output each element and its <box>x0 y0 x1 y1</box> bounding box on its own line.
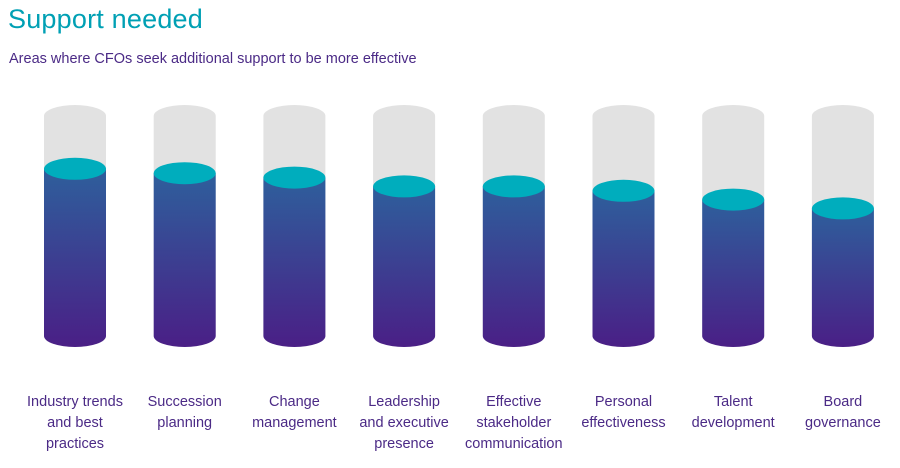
bar-fill <box>44 168 106 347</box>
bar-leadership-and-executive-presence: 34% Leadership and executive presence <box>359 105 449 452</box>
category-label-line: and best <box>47 415 103 431</box>
bar-cap <box>592 179 655 202</box>
bar-fill <box>373 186 436 347</box>
value-label: 33% <box>606 345 640 364</box>
bar-cap <box>263 166 326 189</box>
bar-succession-planning: 37% Succession planning <box>148 105 222 431</box>
bar-board-governance: 29% Board governance <box>805 105 881 431</box>
category-label: Industry trends and best practices <box>27 394 123 452</box>
bar-talent-development: 31% Talent development <box>692 105 775 431</box>
category-label-line: effectiveness <box>581 415 665 431</box>
bar-cap <box>811 197 874 220</box>
category-label-line: Leadership <box>368 394 440 410</box>
bar-effective-stakeholder-communication: 34% Effective stakeholder communication <box>465 105 563 452</box>
value-label: 34% <box>387 345 421 364</box>
category-label-line: Succession <box>148 394 222 410</box>
bar-fill <box>482 186 545 347</box>
category-label-line: planning <box>157 415 212 431</box>
value-label: 38% <box>58 345 92 364</box>
category-label-line: stakeholder <box>476 415 551 431</box>
bar-cap <box>153 162 216 185</box>
bar-cap <box>702 188 765 211</box>
category-label-line: management <box>252 415 337 431</box>
value-label: 37% <box>168 345 202 364</box>
category-label-line: Board <box>824 394 863 410</box>
bar-change-management: 36% Change management <box>252 105 337 431</box>
category-label-line: development <box>692 415 775 431</box>
category-label: Leadership and executive presence <box>359 394 448 452</box>
category-label-line: communication <box>465 436 563 452</box>
bar-fill <box>811 208 874 347</box>
category-label: Talent development <box>692 394 775 431</box>
value-label: 34% <box>497 345 531 364</box>
bar-personal-effectiveness: 33% Personal effectiveness <box>581 105 666 431</box>
category-label-line: Talent <box>714 394 753 410</box>
category-label: Personal effectiveness <box>581 394 665 431</box>
category-label-line: governance <box>805 415 881 431</box>
category-label-line: Effective <box>486 394 541 410</box>
bar-fill <box>592 190 655 347</box>
category-label: Effective stakeholder communication <box>465 394 563 452</box>
category-label: Succession planning <box>148 394 222 431</box>
value-label: 36% <box>277 345 311 364</box>
category-label-line: Industry trends <box>27 394 123 410</box>
bar-fill <box>702 199 765 347</box>
category-label: Board governance <box>805 394 881 431</box>
bar-industry-trends-and-best-practices: 38% Industry trends and best practices <box>27 105 123 452</box>
category-label: Change management <box>252 394 337 431</box>
category-label-line: and executive <box>359 415 448 431</box>
bar-cap <box>373 175 436 198</box>
bar-fill <box>153 173 216 347</box>
value-label: 29% <box>826 345 860 364</box>
category-label-line: practices <box>46 436 104 452</box>
bar-cap <box>44 157 106 180</box>
bar-fill <box>263 177 326 347</box>
chart-subtitle: Areas where CFOs seek additional support… <box>9 51 417 67</box>
category-label-line: presence <box>374 436 434 452</box>
category-label-line: Personal <box>595 394 652 410</box>
bar-cap <box>482 175 545 198</box>
chart-title: Support needed <box>8 4 203 34</box>
value-label: 31% <box>716 345 750 364</box>
category-label-line: Change <box>269 394 320 410</box>
